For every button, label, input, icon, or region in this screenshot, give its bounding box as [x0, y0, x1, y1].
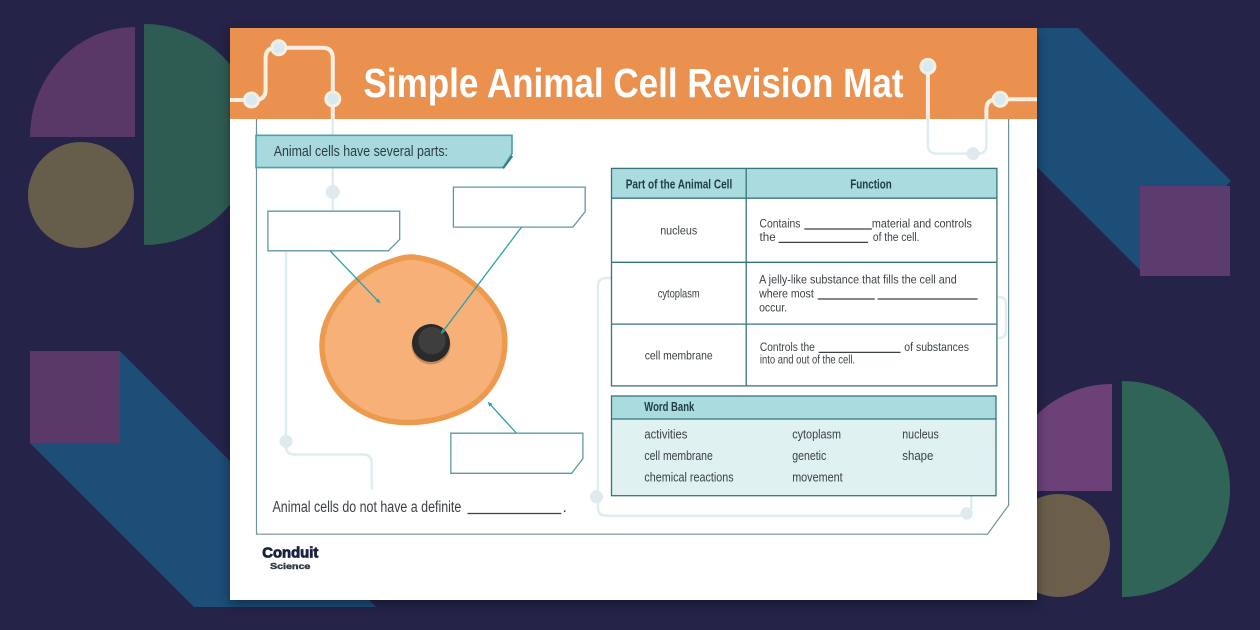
svg-text:Function: Function — [850, 178, 892, 192]
svg-text:shape: shape — [902, 448, 933, 463]
svg-text:Animal cells do not have a def: Animal cells do not have a definite — [273, 499, 462, 516]
svg-text:Science: Science — [270, 562, 311, 571]
svg-text:nucleus: nucleus — [660, 224, 697, 238]
svg-text:cell membrane: cell membrane — [644, 448, 712, 463]
svg-text:Part of the Animal Cell: Part of the Animal Cell — [626, 178, 733, 192]
svg-text:Simple Animal Cell Revision Ma: Simple Animal Cell Revision Mat — [364, 60, 904, 106]
svg-text:.: . — [563, 499, 567, 516]
svg-text:where most: where most — [758, 287, 814, 301]
svg-text:nucleus: nucleus — [902, 426, 939, 441]
svg-text:Controls the: Controls the — [760, 340, 815, 354]
svg-text:of substances: of substances — [904, 340, 969, 354]
svg-text:A jelly-like substance that fi: A jelly-like substance that fills the ce… — [759, 273, 957, 287]
svg-text:genetic: genetic — [792, 448, 827, 463]
svg-text:Contains: Contains — [760, 217, 801, 231]
svg-text:movement: movement — [792, 469, 843, 484]
svg-text:cytoplasm: cytoplasm — [658, 287, 700, 301]
svg-text:occur.: occur. — [759, 300, 787, 314]
svg-text:Conduit: Conduit — [262, 545, 318, 562]
svg-text:Word Bank: Word Bank — [644, 399, 695, 414]
svg-text:cell membrane: cell membrane — [645, 349, 713, 363]
svg-text:the: the — [760, 230, 776, 244]
svg-text:into and out of the cell.: into and out of the cell. — [760, 353, 855, 367]
svg-text:of the cell.: of the cell. — [873, 230, 920, 244]
svg-text:material and controls: material and controls — [872, 217, 972, 231]
svg-text:chemical reactions: chemical reactions — [644, 469, 734, 484]
svg-text:activities: activities — [644, 426, 687, 441]
svg-text:Animal cells have several part: Animal cells have several parts: — [274, 143, 448, 160]
svg-text:cytoplasm: cytoplasm — [792, 426, 841, 441]
